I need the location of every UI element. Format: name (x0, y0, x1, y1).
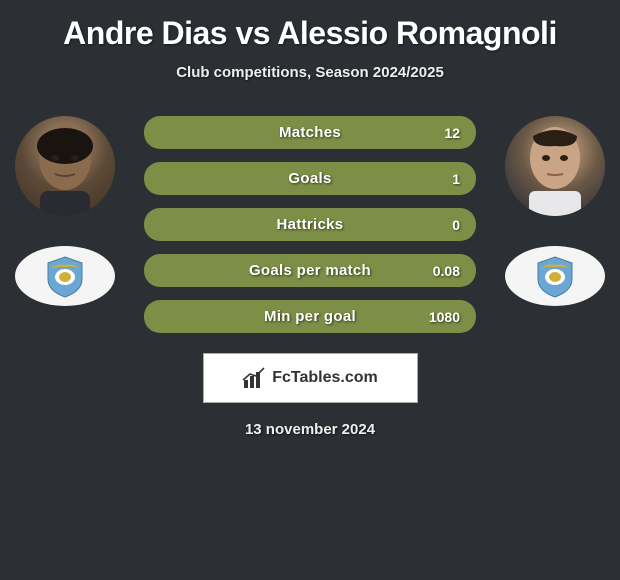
player-left-column (10, 116, 120, 306)
stats-column: Matches 12 Goals 1 Hattricks 0 Goals per… (120, 116, 500, 333)
stat-label: Hattricks (277, 216, 344, 233)
player-right-photo (505, 116, 605, 216)
date-caption: 13 november 2024 (0, 421, 620, 438)
content-row: Matches 12 Goals 1 Hattricks 0 Goals per… (0, 81, 620, 333)
face-silhouette-icon (15, 116, 115, 216)
comparison-card: Andre Dias vs Alessio Romagnoli Club com… (0, 0, 620, 438)
page-subtitle: Club competitions, Season 2024/2025 (0, 64, 620, 81)
page-title: Andre Dias vs Alessio Romagnoli (0, 15, 620, 52)
stat-label: Min per goal (264, 308, 356, 325)
player-left-photo (15, 116, 115, 216)
face-silhouette-icon (505, 116, 605, 216)
lazio-badge-icon (42, 253, 88, 299)
stat-row-matches: Matches 12 (144, 116, 476, 149)
stat-label: Goals (288, 170, 331, 187)
bar-chart-icon (242, 366, 266, 390)
stat-row-goals-per-match: Goals per match 0.08 (144, 254, 476, 287)
player-left-club-badge (15, 246, 115, 306)
source-logo-box: FcTables.com (203, 353, 418, 403)
stat-value-right: 0.08 (433, 263, 460, 279)
stat-label: Goals per match (249, 262, 371, 279)
player-right-column (500, 116, 610, 306)
stat-value-right: 1 (452, 171, 460, 187)
stat-value-right: 0 (452, 217, 460, 233)
stat-row-goals: Goals 1 (144, 162, 476, 195)
source-logo-text: FcTables.com (272, 369, 378, 387)
stat-value-right: 12 (444, 125, 460, 141)
player-right-club-badge (505, 246, 605, 306)
stat-row-min-per-goal: Min per goal 1080 (144, 300, 476, 333)
lazio-badge-icon (532, 253, 578, 299)
stat-label: Matches (279, 124, 341, 141)
stat-row-hattricks: Hattricks 0 (144, 208, 476, 241)
stat-value-right: 1080 (429, 309, 460, 325)
